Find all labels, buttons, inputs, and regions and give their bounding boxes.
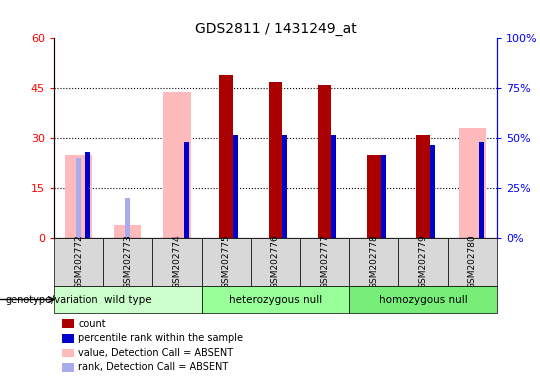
Bar (300, 238, 349, 286)
Bar (367, 155, 381, 238)
Bar (201, 238, 251, 286)
Text: homozygous null: homozygous null (379, 295, 468, 305)
Bar (381, 155, 386, 238)
Title: GDS2811 / 1431249_at: GDS2811 / 1431249_at (194, 22, 356, 36)
Bar (85, 152, 90, 238)
Bar (164, 92, 191, 238)
Text: genotype/variation: genotype/variation (5, 295, 98, 305)
Text: GSM202773: GSM202773 (123, 235, 132, 290)
Text: wild type: wild type (104, 295, 152, 305)
Text: GSM202779: GSM202779 (418, 235, 428, 290)
Text: GSM202778: GSM202778 (369, 235, 379, 290)
Bar (430, 145, 435, 238)
Bar (201, 286, 349, 313)
Bar (125, 198, 130, 238)
Bar (219, 75, 233, 238)
Text: GSM202775: GSM202775 (222, 235, 231, 290)
Text: percentile rank within the sample: percentile rank within the sample (78, 333, 244, 343)
Bar (54, 286, 201, 313)
Text: value, Detection Call = ABSENT: value, Detection Call = ABSENT (78, 348, 233, 358)
Bar (54, 238, 103, 286)
Text: GSM202777: GSM202777 (320, 235, 329, 290)
Bar (114, 225, 141, 238)
Bar (332, 135, 336, 238)
Bar (152, 238, 201, 286)
Bar (65, 155, 92, 238)
Bar (103, 238, 152, 286)
Bar (184, 142, 189, 238)
Bar (349, 238, 399, 286)
Bar (416, 135, 430, 238)
Bar (268, 82, 282, 238)
Text: GSM202780: GSM202780 (468, 235, 477, 290)
Bar (479, 142, 484, 238)
Bar (458, 128, 486, 238)
Bar (318, 85, 332, 238)
Bar (448, 238, 497, 286)
Text: rank, Detection Call = ABSENT: rank, Detection Call = ABSENT (78, 362, 228, 372)
Bar (282, 135, 287, 238)
Text: GSM202772: GSM202772 (74, 235, 83, 290)
Text: GSM202776: GSM202776 (271, 235, 280, 290)
Text: count: count (78, 319, 106, 329)
Bar (76, 158, 81, 238)
Text: heterozygous null: heterozygous null (229, 295, 322, 305)
Bar (251, 238, 300, 286)
Bar (399, 238, 448, 286)
Text: GSM202774: GSM202774 (172, 235, 181, 290)
Bar (349, 286, 497, 313)
Bar (233, 135, 238, 238)
